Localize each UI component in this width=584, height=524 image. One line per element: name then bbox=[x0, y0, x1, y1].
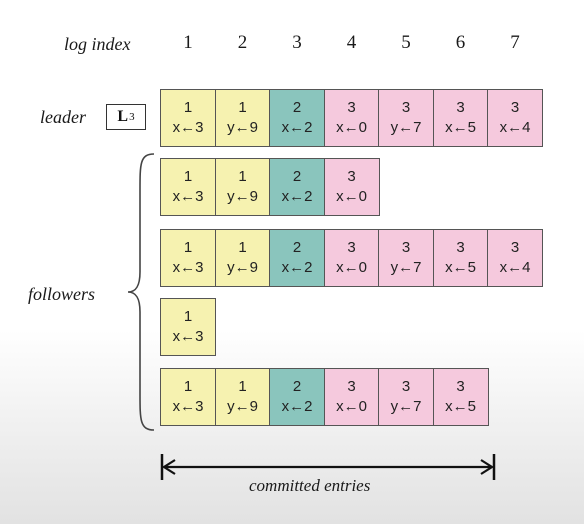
log-entry: 1 x←3 bbox=[160, 368, 216, 426]
log-entry: 3 x←5 bbox=[432, 368, 489, 426]
entry-term: 1 bbox=[238, 378, 247, 395]
log-entry: 3 x←0 bbox=[323, 158, 380, 216]
entry-command: x←3 bbox=[172, 188, 204, 205]
log-entry: 1 x←3 bbox=[160, 89, 216, 147]
committed-entries-arrow bbox=[160, 454, 496, 480]
entry-command: y←9 bbox=[227, 398, 258, 415]
entry-command: x←0 bbox=[336, 119, 367, 136]
entry-term: 3 bbox=[347, 168, 356, 185]
entry-command: x←2 bbox=[281, 119, 313, 136]
log-entry: 3 y←7 bbox=[378, 89, 434, 147]
entry-term: 1 bbox=[183, 308, 193, 325]
log-entry: 3 x←0 bbox=[323, 229, 380, 287]
entry-command: x←5 bbox=[445, 259, 476, 276]
log-entry: 3 x←5 bbox=[432, 229, 489, 287]
entry-term: 3 bbox=[347, 239, 356, 256]
entry-command: x←2 bbox=[281, 259, 313, 276]
log-entry: 1 y←9 bbox=[214, 368, 271, 426]
log-entry: 3 y←7 bbox=[378, 368, 434, 426]
entry-command: y←9 bbox=[227, 259, 258, 276]
follower-log-row-1: 1 x←3 1 y←9 2 x←2 3 x←0 bbox=[160, 158, 380, 216]
entry-command: x←0 bbox=[336, 188, 367, 205]
log-entry: 3 x←0 bbox=[323, 368, 380, 426]
follower-log-row-4: 1 x←3 1 y←9 2 x←2 3 x←0 3 y←7 3 x←5 bbox=[160, 368, 489, 426]
follower-log-row-3: 1 x←3 bbox=[160, 298, 216, 356]
entry-command: x←3 bbox=[172, 119, 204, 136]
entry-term: 2 bbox=[292, 99, 302, 116]
entry-term: 3 bbox=[510, 99, 520, 116]
entry-term: 1 bbox=[238, 239, 247, 256]
entry-term: 1 bbox=[183, 239, 193, 256]
follower-log-row-2: 1 x←3 1 y←9 2 x←2 3 x←0 3 y←7 3 x←5 3 x←4 bbox=[160, 229, 543, 287]
leader-log-row: 1 x←3 1 y←9 2 x←2 3 x←0 3 y←7 3 x←5 3 x←4 bbox=[160, 89, 543, 147]
log-entry: 1 x←3 bbox=[160, 158, 216, 216]
entry-term: 3 bbox=[510, 239, 520, 256]
log-entry: 2 x←2 bbox=[269, 158, 325, 216]
entry-command: y←7 bbox=[390, 259, 422, 276]
entry-command: x←4 bbox=[499, 119, 531, 136]
log-entry: 1 y←9 bbox=[214, 158, 271, 216]
log-index-2: 2 bbox=[237, 32, 248, 53]
entry-command: x←3 bbox=[172, 398, 204, 415]
entry-term: 3 bbox=[456, 99, 465, 116]
log-index-6: 6 bbox=[455, 32, 466, 53]
entry-term: 2 bbox=[292, 378, 302, 395]
log-index-5: 5 bbox=[401, 32, 411, 53]
leader-badge-term: 3 bbox=[129, 111, 135, 123]
log-entry: 1 y←9 bbox=[214, 89, 271, 147]
log-index-7: 7 bbox=[510, 32, 520, 53]
entry-term: 3 bbox=[401, 239, 411, 256]
entry-command: x←3 bbox=[172, 259, 204, 276]
entry-command: y←7 bbox=[390, 119, 422, 136]
log-entry: 1 y←9 bbox=[214, 229, 271, 287]
entry-term: 1 bbox=[238, 99, 247, 116]
entry-term: 3 bbox=[347, 99, 356, 116]
entry-command: x←5 bbox=[445, 119, 476, 136]
log-index-3: 3 bbox=[292, 32, 302, 53]
entry-term: 1 bbox=[238, 168, 247, 185]
entry-command: x←0 bbox=[336, 398, 367, 415]
entry-term: 1 bbox=[183, 99, 193, 116]
entry-term: 3 bbox=[347, 378, 356, 395]
entry-term: 3 bbox=[456, 378, 465, 395]
log-index-1: 1 bbox=[183, 32, 193, 53]
entry-command: y←7 bbox=[390, 398, 422, 415]
entry-command: x←0 bbox=[336, 259, 367, 276]
entry-term: 2 bbox=[292, 239, 302, 256]
entry-command: y←9 bbox=[227, 188, 258, 205]
entry-command: y←9 bbox=[227, 119, 258, 136]
log-index-4: 4 bbox=[346, 32, 357, 53]
entry-command: x←4 bbox=[499, 259, 531, 276]
followers-label: followers bbox=[28, 284, 96, 304]
entry-term: 2 bbox=[292, 168, 302, 185]
log-entry: 2 x←2 bbox=[269, 229, 325, 287]
entry-term: 3 bbox=[456, 239, 465, 256]
entry-command: x←2 bbox=[281, 398, 313, 415]
log-entry: 3 x←5 bbox=[432, 89, 489, 147]
entry-command: x←2 bbox=[281, 188, 313, 205]
leader-label: leader bbox=[40, 107, 86, 127]
entry-command: x←3 bbox=[172, 328, 204, 345]
log-entry: 1 x←3 bbox=[160, 229, 216, 287]
log-index-label: log index bbox=[64, 34, 131, 54]
entry-term: 3 bbox=[401, 378, 411, 395]
committed-entries-label: committed entries bbox=[249, 476, 371, 495]
log-entry: 3 x←4 bbox=[487, 229, 543, 287]
log-entry: 3 y←7 bbox=[378, 229, 434, 287]
log-entry: 3 x←0 bbox=[323, 89, 380, 147]
log-entry: 3 x←4 bbox=[487, 89, 543, 147]
followers-brace bbox=[127, 153, 155, 431]
log-entry: 1 x←3 bbox=[160, 298, 216, 356]
entry-term: 1 bbox=[183, 168, 193, 185]
entry-command: x←5 bbox=[445, 398, 476, 415]
log-entry: 2 x←2 bbox=[269, 368, 325, 426]
leader-badge-letter: L bbox=[117, 108, 129, 125]
log-entry: 2 x←2 bbox=[269, 89, 325, 147]
entry-term: 1 bbox=[183, 378, 193, 395]
entry-term: 3 bbox=[401, 99, 411, 116]
